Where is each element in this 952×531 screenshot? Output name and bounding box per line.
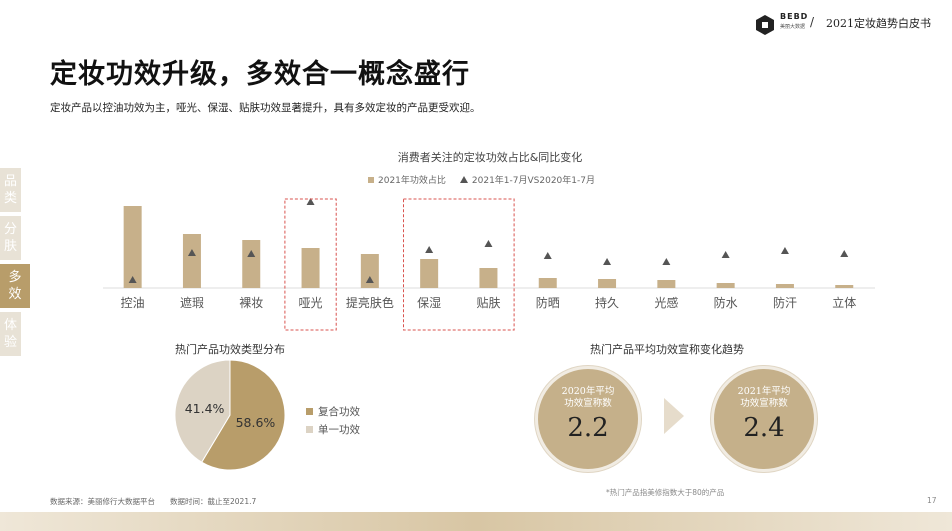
bar-3 xyxy=(301,248,320,288)
bar-5 xyxy=(420,259,439,288)
x-tick-label: 防水 xyxy=(714,295,738,310)
x-tick-label: 持久 xyxy=(595,295,619,310)
header-separator: / xyxy=(810,15,815,29)
triangle-marker-0 xyxy=(128,276,137,283)
bar-1 xyxy=(182,234,201,288)
x-tick-label: 遮瑕 xyxy=(180,295,204,310)
data-source: 数据来源：美丽修行大数据平台 xyxy=(50,497,155,506)
trend-circle-2021: 2021年平均 功效宣称数 2.4 xyxy=(711,366,817,472)
pie-chart-title: 热门产品功效类型分布 xyxy=(175,343,285,356)
highlight-box-moist-fit xyxy=(403,198,515,331)
triangle-marker-8 xyxy=(603,258,612,265)
legend-triangle-icon xyxy=(459,176,468,183)
brand-name: BEBD xyxy=(780,12,809,21)
triangle-marker-11 xyxy=(780,247,789,254)
triangle-marker-4 xyxy=(365,276,374,283)
trend-circle-value: 2.4 xyxy=(743,413,785,443)
side-tab-label: 体验 xyxy=(3,318,17,350)
triangle-marker-1 xyxy=(187,249,196,256)
bar-chart-legend: 2021年功效占比 2021年1-7月VS2020年1-7月 xyxy=(368,173,595,186)
bottom-decor-band xyxy=(0,512,952,531)
trend-circle-label: 2020年平均 功效宣称数 xyxy=(561,386,615,409)
bar-chart-title: 消费者关注的定妆功效占比&同比变化 xyxy=(397,151,583,164)
trend-title: 热门产品平均功效宣称变化趋势 xyxy=(590,343,744,356)
arrow-right-icon xyxy=(664,398,684,434)
trend-circle-2020: 2020年平均 功效宣称数 2.2 xyxy=(535,366,641,472)
legend-square-icon xyxy=(306,426,313,433)
x-tick-label: 贴肤 xyxy=(476,295,500,310)
x-tick-label: 哑光 xyxy=(299,296,323,310)
bar-7 xyxy=(538,278,557,288)
page-subtitle: 定妆产品以控油功效为主，哑光、保湿、贴肤功效显著提升，具有多效定妆的产品更受欢迎… xyxy=(50,102,481,114)
bar-11 xyxy=(775,284,794,288)
trend-circle-label: 2021年平均 功效宣称数 xyxy=(737,386,791,409)
x-tick-label: 防晒 xyxy=(536,295,560,310)
pie-legend-item-single: 单一功效 xyxy=(306,422,360,437)
data-time: 数据时间：截止至2021.7 xyxy=(170,497,257,506)
legend-item-bar: 2021年功效占比 xyxy=(368,173,446,186)
x-tick-label: 裸妆 xyxy=(239,295,263,310)
triangle-marker-9 xyxy=(662,258,671,265)
triangle-marker-10 xyxy=(721,251,730,258)
triangle-marker-7 xyxy=(543,252,552,259)
x-tick-label: 控油 xyxy=(121,296,145,310)
pie-legend-label: 单一功效 xyxy=(318,424,360,436)
x-tick-label: 光感 xyxy=(654,295,678,310)
bar-2 xyxy=(242,240,261,288)
brand-subtitle: 美丽大数据 xyxy=(780,24,806,30)
triangle-marker-12 xyxy=(840,250,849,257)
pie-slice-label: 41.4% xyxy=(185,401,225,416)
page-title: 定妆功效升级，多效合一概念盛行 xyxy=(50,59,470,90)
legend-label: 2021年1-7月VS2020年1-7月 xyxy=(471,176,595,186)
side-tab-experience[interactable]: 体验 xyxy=(0,312,21,356)
pie-legend-label: 复合功效 xyxy=(318,406,360,418)
page-number: 17 xyxy=(927,496,937,505)
triangle-marker-2 xyxy=(247,250,256,257)
trend-circle-value: 2.2 xyxy=(567,413,609,443)
legend-label: 2021年功效占比 xyxy=(378,176,446,186)
brand-logo-icon xyxy=(756,15,774,35)
x-tick-label: 防汗 xyxy=(773,295,797,310)
bar-12 xyxy=(835,285,854,288)
pie-chart: 58.6% 41.4% xyxy=(174,360,286,471)
x-tick-label: 立体 xyxy=(832,295,856,310)
triangle-marker-5 xyxy=(425,246,434,253)
legend-square-icon xyxy=(306,408,313,415)
triangle-marker-3 xyxy=(306,198,315,205)
footnote: *热门产品指美修指数大于80的产品 xyxy=(606,488,725,497)
pie-slice-0 xyxy=(201,360,286,471)
bar-10 xyxy=(716,283,735,288)
x-tick-label: 提亮肤色 xyxy=(346,295,394,310)
highlight-box-matte xyxy=(284,198,337,331)
pie-slice-label: 58.6% xyxy=(236,415,276,430)
report-title: 2021定妆趋势白皮书 xyxy=(826,17,931,30)
x-tick-label: 保湿 xyxy=(417,295,441,310)
pie-legend-item-compound: 复合功效 xyxy=(306,404,360,419)
side-tab-label: 品类 xyxy=(3,174,17,206)
side-tab-category[interactable]: 品类 xyxy=(0,168,21,212)
bar-6 xyxy=(479,268,498,288)
legend-square-icon xyxy=(368,177,374,183)
side-tab-label: 分肤 xyxy=(3,222,17,254)
pie-slice-1 xyxy=(174,360,231,463)
bar-9 xyxy=(657,280,676,288)
triangle-marker-6 xyxy=(484,240,493,247)
bar-8 xyxy=(598,279,617,288)
bar-0 xyxy=(123,206,142,288)
side-tab-multi-effect[interactable]: 多效 xyxy=(0,264,30,308)
legend-item-triangle: 2021年1-7月VS2020年1-7月 xyxy=(459,173,595,186)
side-tab-skin[interactable]: 分肤 xyxy=(0,216,21,260)
bar-4 xyxy=(360,254,379,288)
side-tab-label: 多效 xyxy=(8,270,22,302)
